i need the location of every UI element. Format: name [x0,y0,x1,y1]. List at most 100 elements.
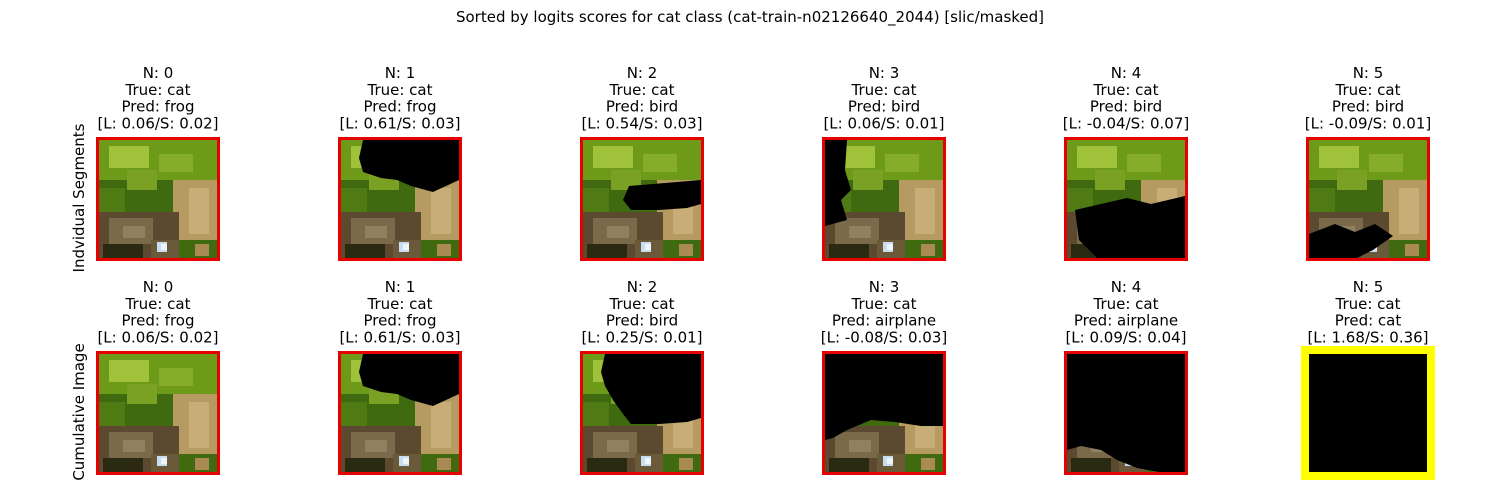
panel-true-label: True: cat [1092,295,1158,313]
panel-pred-label: Pred: cat [1335,312,1402,330]
panel-score-label: [L: -0.09/S: 0.01] [1305,114,1432,132]
panel-true-label: True: cat [366,81,432,99]
panel-true-label: True: cat [608,81,674,99]
panel-border [338,137,462,261]
panel-border [96,137,220,261]
panel-border [822,351,946,475]
highlight-border [1301,346,1435,480]
mask-region [359,354,459,406]
mask-region [1075,196,1185,258]
mask-region [825,354,943,440]
panel-pred-label: Pred: bird [606,98,678,116]
panel-border [1064,351,1188,475]
panel-border [580,137,704,261]
panel-true-label: True: cat [1334,295,1400,313]
panel-pred-label: Pred: frog [363,312,436,330]
panel-score-label: [L: 0.61/S: 0.03] [339,114,460,132]
panel-score-label: [L: 0.61/S: 0.03] [339,328,460,346]
mask-region [359,140,459,192]
panel-image [338,351,462,475]
panel-n-label: N: 0 [143,64,174,82]
panel-pred-label: Pred: frog [121,98,194,116]
panel-pred-label: Pred: bird [1332,98,1404,116]
panel-image [338,137,462,261]
panel-n-label: N: 5 [1353,278,1384,296]
panel-pred-label: Pred: airplane [1074,312,1178,330]
panel-score-label: [L: -0.08/S: 0.03] [821,328,948,346]
panel-image [822,351,946,475]
image-content [99,354,217,472]
panel-score-label: [L: -0.04/S: 0.07] [1063,114,1190,132]
panel-n-label: N: 0 [143,278,174,296]
panel-image [580,351,704,475]
panel-image [1301,346,1435,480]
panel-score-label: [L: 0.54/S: 0.03] [581,114,702,132]
panel-score-label: [L: 0.06/S: 0.01] [823,114,944,132]
image-content [99,140,217,258]
panel-score-label: [L: 1.68/S: 0.36] [1307,328,1428,346]
panel-n-label: N: 4 [1111,64,1142,82]
mask-region [1067,354,1185,472]
panel-pred-label: Pred: airplane [832,312,936,330]
panel-n-label: N: 4 [1111,278,1142,296]
mask-region [825,140,851,226]
panel-n-label: N: 1 [385,64,416,82]
panel-n-label: N: 2 [627,64,658,82]
panel-score-label: [L: 0.06/S: 0.02] [97,328,218,346]
panel-pred-label: Pred: bird [848,98,920,116]
panel-true-label: True: cat [850,81,916,99]
panel-true-label: True: cat [608,295,674,313]
panel-image [1064,351,1188,475]
panel-true-label: True: cat [124,295,190,313]
panel-image [580,137,704,261]
panel-n-label: N: 2 [627,278,658,296]
panel-border [96,351,220,475]
panel-pred-label: Pred: bird [606,312,678,330]
mask-region [1309,354,1427,472]
panel-pred-label: Pred: frog [363,98,436,116]
panel-image [822,137,946,261]
panel-border [338,351,462,475]
panel-true-label: True: cat [366,295,432,313]
panel-n-label: N: 5 [1353,64,1384,82]
row-label-cumulative: Cumulative Image [70,343,88,480]
panel-border [822,137,946,261]
panel-true-label: True: cat [1334,81,1400,99]
panel-score-label: [L: 0.25/S: 0.01] [581,328,702,346]
panel-score-label: [L: 0.09/S: 0.04] [1065,328,1186,346]
panel-image [96,137,220,261]
panel-image [96,351,220,475]
panel-pred-label: Pred: bird [1090,98,1162,116]
panel-score-label: [L: 0.06/S: 0.02] [97,114,218,132]
panel-n-label: N: 1 [385,278,416,296]
panel-image [1306,137,1430,261]
panel-n-label: N: 3 [869,278,900,296]
mask-region [623,180,701,210]
mask-region [1309,224,1393,258]
panel-true-label: True: cat [850,295,916,313]
mask-region [601,354,701,424]
panel-n-label: N: 3 [869,64,900,82]
panel-true-label: True: cat [124,81,190,99]
row-label-individual: Indvidual Segments [70,123,88,272]
panel-image [1064,137,1188,261]
panel-true-label: True: cat [1092,81,1158,99]
panel-border [1306,137,1430,261]
figure-title: Sorted by logits scores for cat class (c… [456,8,1044,27]
panel-border [1064,137,1188,261]
panel-border [580,351,704,475]
